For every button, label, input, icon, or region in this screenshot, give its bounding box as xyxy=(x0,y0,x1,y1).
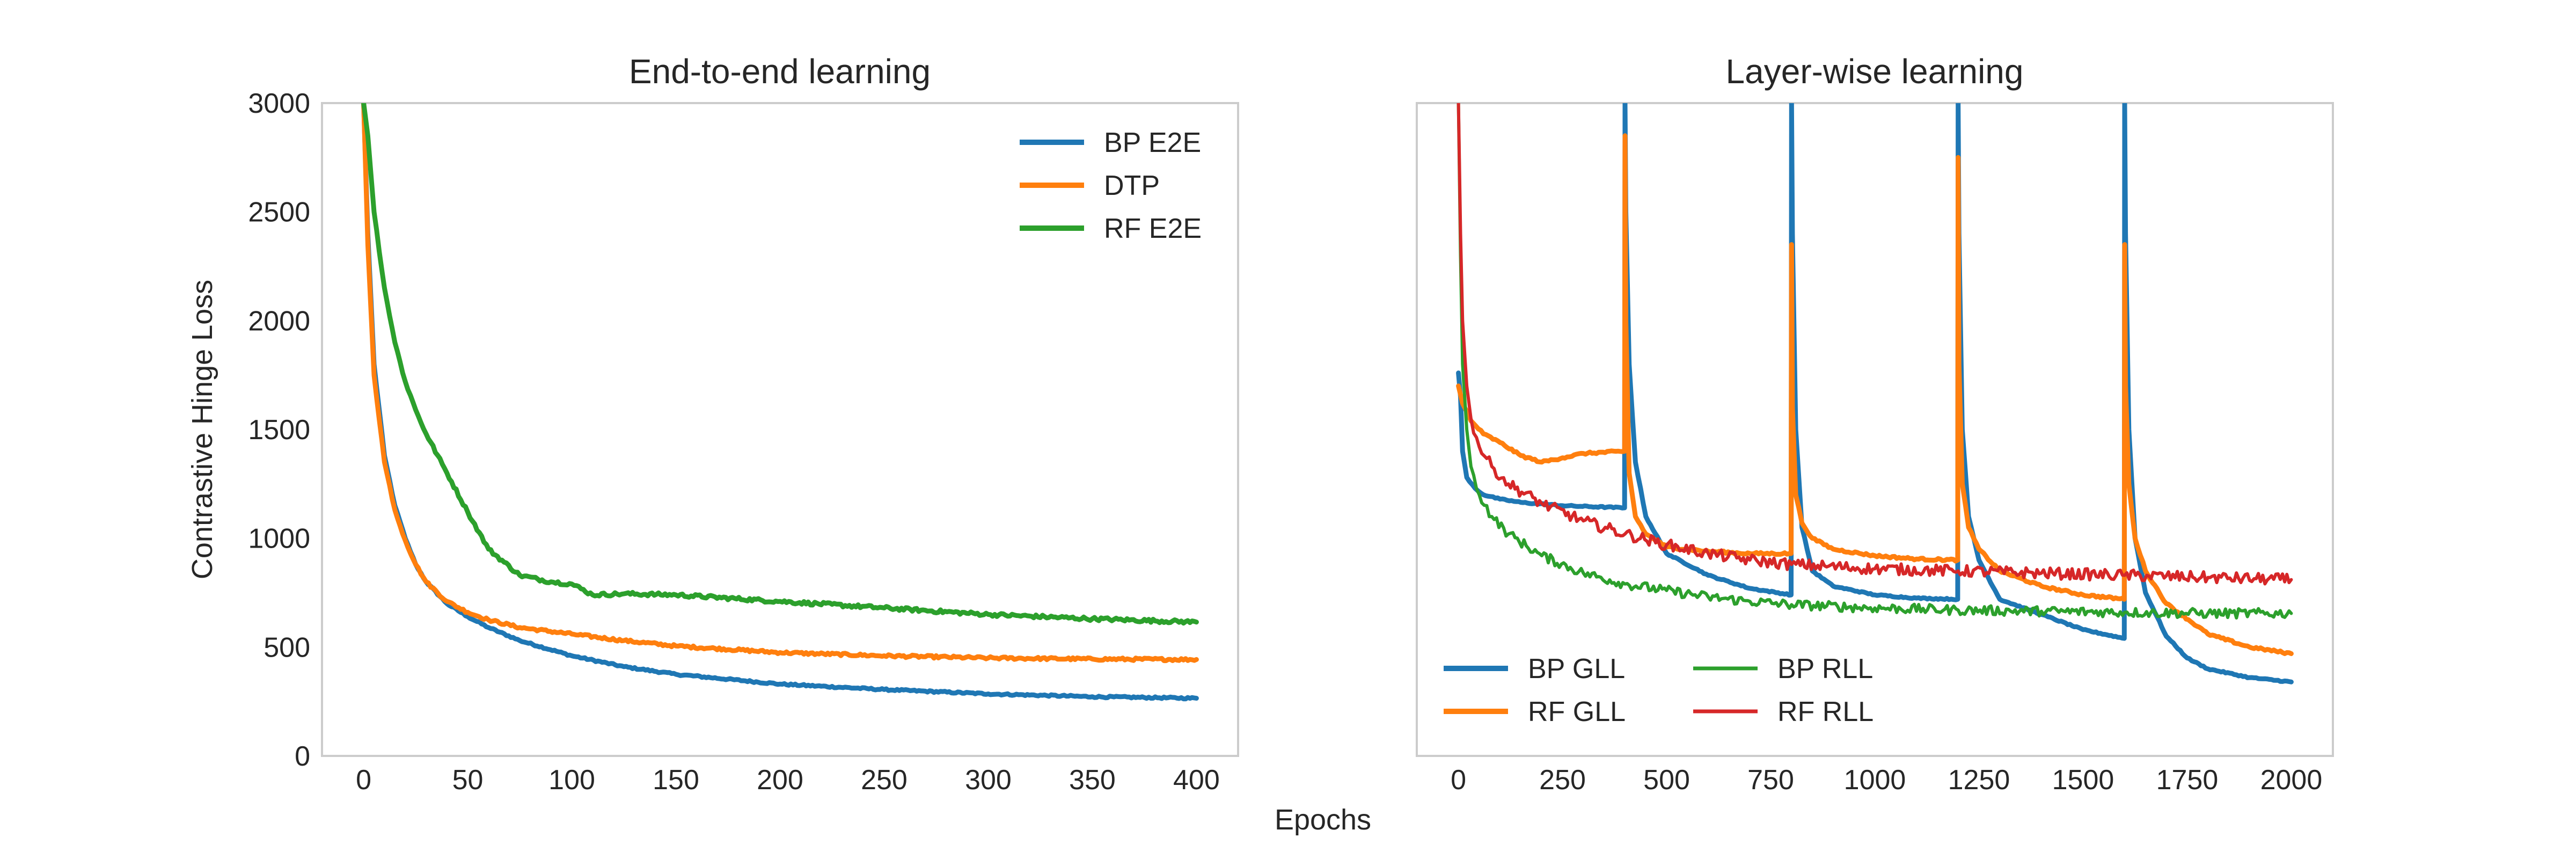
x-tick-label: 1250 xyxy=(1948,765,2010,796)
y-tick-label: 1500 xyxy=(248,414,310,446)
x-tick-label: 350 xyxy=(1069,765,1116,796)
y-tick-label: 0 xyxy=(295,741,310,772)
legend-label: BP GLL xyxy=(1528,653,1625,685)
x-tick-label: 1500 xyxy=(2052,765,2114,796)
series-line-rf-rll xyxy=(1457,103,2293,586)
y-axis-label: Contrastive Hinge Loss xyxy=(186,280,218,579)
x-tick-label: 50 xyxy=(452,765,484,796)
legend-label: RF RLL xyxy=(1777,696,1874,727)
legend-item-rf-rll: RF RLL xyxy=(1693,696,1874,727)
chart-title: End-to-end learning xyxy=(629,52,931,91)
x-tick-label: 300 xyxy=(965,765,1012,796)
legend-item-rf-gll: RF GLL xyxy=(1444,696,1626,727)
x-tick-label: 150 xyxy=(653,765,699,796)
x-tick-label: 250 xyxy=(861,765,908,796)
y-tick-label: 2500 xyxy=(248,197,310,228)
x-tick-label: 1750 xyxy=(2156,765,2219,796)
legend-item-bp-e2e: BP E2E xyxy=(1020,127,1201,158)
plot-area-frame xyxy=(1416,102,2334,757)
x-tick-label: 2000 xyxy=(2260,765,2323,796)
x-tick-label: 400 xyxy=(1173,765,1220,796)
series-layer xyxy=(361,103,1199,702)
legend: BP E2E DTP RF E2E xyxy=(1020,127,1202,244)
y-tick-label: 1000 xyxy=(248,523,310,555)
legend-item-bp-rll: BP RLL xyxy=(1693,653,1873,685)
x-tick-label: 500 xyxy=(1643,765,1690,796)
series-line-rf-e2e xyxy=(361,103,1199,626)
chart-layer-wise: Layer-wise learning 0 250 500 750 1000 1250 15… xyxy=(1416,52,2334,796)
y-tick-labels: 0 500 1000 1500 2000 2500 3000 xyxy=(248,88,310,772)
series-line-dtp xyxy=(361,103,1199,664)
y-tick-label: 3000 xyxy=(248,88,310,119)
x-tick-label: 0 xyxy=(1451,765,1466,796)
x-tick-label: 750 xyxy=(1747,765,1794,796)
x-tick-label: 100 xyxy=(548,765,595,796)
series-layer xyxy=(1456,103,2294,685)
legend-item-rf-e2e: RF E2E xyxy=(1020,213,1202,244)
x-tick-label: 1000 xyxy=(1844,765,1906,796)
shared-x-axis-label: Epochs xyxy=(1275,804,1371,836)
series-line-bp-rll xyxy=(1457,103,2293,620)
y-tick-label: 2000 xyxy=(248,305,310,337)
x-tick-label: 0 xyxy=(356,765,371,796)
x-tick-label: 200 xyxy=(757,765,803,796)
x-tick-labels: 0 50 100 150 200 250 300 350 400 xyxy=(356,765,1220,796)
legend-label: DTP xyxy=(1104,170,1160,201)
legend-label: RF E2E xyxy=(1104,213,1202,244)
series-line-rf-gll xyxy=(1456,133,2294,656)
series-line-bp-e2e xyxy=(361,103,1199,702)
x-tick-label: 250 xyxy=(1539,765,1586,796)
legend-label: BP E2E xyxy=(1104,127,1201,158)
legend: BP GLL RF GLL BP RLL RF RLL xyxy=(1444,653,1874,727)
y-tick-label: 500 xyxy=(264,632,310,663)
legend-label: RF GLL xyxy=(1528,696,1626,727)
legend-item-bp-gll: BP GLL xyxy=(1444,653,1625,685)
plot-area-frame xyxy=(321,102,1239,757)
chart-title: Layer-wise learning xyxy=(1726,52,2024,91)
chart-end-to-end: End-to-end learning Contrastive Hinge Lo… xyxy=(186,52,1239,796)
legend-label: BP RLL xyxy=(1777,653,1873,685)
x-tick-labels: 0 250 500 750 1000 1250 1500 1750 2000 xyxy=(1451,765,2322,796)
legend-item-dtp: DTP xyxy=(1020,170,1160,201)
